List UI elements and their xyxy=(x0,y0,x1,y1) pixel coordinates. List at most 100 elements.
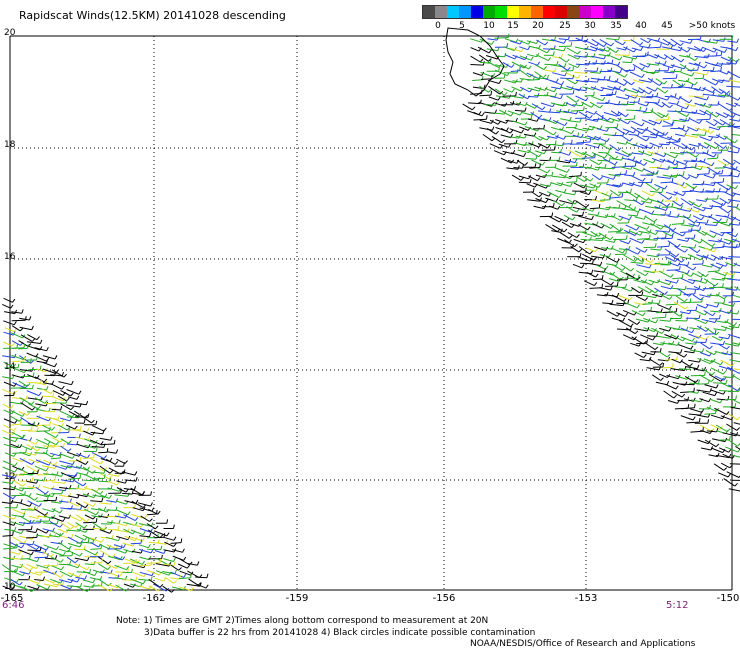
wind-barb xyxy=(654,243,657,248)
wind-barb xyxy=(664,185,668,190)
wind-barb xyxy=(699,35,702,40)
wind-vector xyxy=(732,454,740,458)
wind-barb xyxy=(611,59,614,64)
wind-vector xyxy=(681,271,691,277)
wind-barb xyxy=(27,411,31,416)
wind-vector xyxy=(98,563,108,571)
wind-vector xyxy=(568,149,581,158)
wind-barb xyxy=(661,188,664,193)
wind-barb xyxy=(694,81,698,86)
wind-vector xyxy=(715,293,725,300)
wind-barb xyxy=(701,297,703,303)
wind-barb xyxy=(497,96,501,101)
wind-barb xyxy=(660,199,664,204)
wind-barb xyxy=(737,96,740,101)
wind-barb xyxy=(173,580,177,584)
wind-vector xyxy=(645,182,658,191)
wind-vector xyxy=(674,133,685,137)
wind-barb xyxy=(674,93,677,98)
wind-vector xyxy=(517,149,530,154)
wind-vector xyxy=(682,190,694,193)
wind-barb xyxy=(650,178,653,183)
wind-vector xyxy=(489,119,499,125)
wind-barb xyxy=(679,265,681,270)
wind-vector xyxy=(595,237,606,240)
wind-vector xyxy=(709,398,721,404)
wind-barb xyxy=(695,163,697,168)
wind-vector xyxy=(701,318,716,323)
wind-barb xyxy=(86,454,91,459)
legend-label: 40 xyxy=(635,21,647,31)
wind-barb xyxy=(597,143,601,148)
wind-barb xyxy=(109,457,113,462)
wind-vector xyxy=(130,578,144,585)
wind-vector xyxy=(690,399,701,403)
wind-barb xyxy=(723,467,728,471)
wind-vector xyxy=(138,578,152,581)
wind-vector xyxy=(693,368,705,372)
wind-barb xyxy=(38,579,42,584)
wind-vector xyxy=(606,263,617,267)
wind-vector xyxy=(718,472,729,478)
wind-barb xyxy=(735,431,739,437)
wind-vector xyxy=(668,102,678,105)
wind-barb xyxy=(131,568,133,573)
wind-vector xyxy=(650,133,663,137)
wind-barb xyxy=(191,587,194,592)
wind-vector xyxy=(67,578,78,583)
wind-vector xyxy=(616,47,626,51)
wind-vector xyxy=(696,221,708,224)
wind-vector xyxy=(114,577,126,580)
wind-vector xyxy=(678,79,688,83)
wind-vector xyxy=(43,430,56,439)
wind-vector xyxy=(28,345,41,351)
wind-vector xyxy=(43,459,55,466)
wind-barb xyxy=(661,329,665,334)
wind-barb xyxy=(672,227,677,231)
wind-barb xyxy=(654,87,658,92)
wind-barb xyxy=(646,225,650,230)
wind-vector xyxy=(146,569,160,576)
wind-barb xyxy=(120,544,123,549)
wind-vector xyxy=(43,438,57,446)
wind-vector xyxy=(19,317,30,321)
wind-barb xyxy=(649,356,652,361)
wind-vector xyxy=(531,191,540,198)
wind-barb xyxy=(572,89,575,94)
wind-barb xyxy=(599,261,603,266)
wind-barb xyxy=(52,392,55,397)
wind-barb xyxy=(166,519,169,524)
wind-vector xyxy=(728,300,740,303)
wind-barb xyxy=(624,162,627,167)
wind-barb xyxy=(629,137,633,142)
wind-vector xyxy=(710,181,724,184)
wind-barb xyxy=(577,50,581,55)
wind-vector xyxy=(721,325,733,331)
wind-vector xyxy=(656,167,669,170)
wind-vector xyxy=(74,402,87,406)
wind-vector xyxy=(12,536,24,544)
wind-vector xyxy=(651,316,666,319)
wind-vector xyxy=(3,418,16,424)
wind-barb xyxy=(69,484,72,489)
wind-vector xyxy=(720,462,731,469)
wind-barb xyxy=(122,556,126,561)
wind-barb xyxy=(552,51,555,56)
wind-vector xyxy=(82,534,95,541)
wind-vector xyxy=(679,55,689,58)
wind-vector xyxy=(99,529,110,534)
wind-vector xyxy=(489,143,501,149)
wind-vector xyxy=(679,118,689,122)
wind-vector xyxy=(572,206,585,211)
wind-vector xyxy=(638,79,652,83)
wind-vector xyxy=(510,47,522,53)
wind-vector xyxy=(12,465,22,471)
wind-barb xyxy=(691,227,693,232)
wind-vector xyxy=(42,508,54,513)
wind-barb xyxy=(104,474,106,479)
wind-vector xyxy=(163,558,174,562)
wind-barb xyxy=(571,203,573,208)
wind-barb xyxy=(536,52,540,58)
wind-vector xyxy=(66,416,79,419)
wind-vector xyxy=(680,231,692,233)
